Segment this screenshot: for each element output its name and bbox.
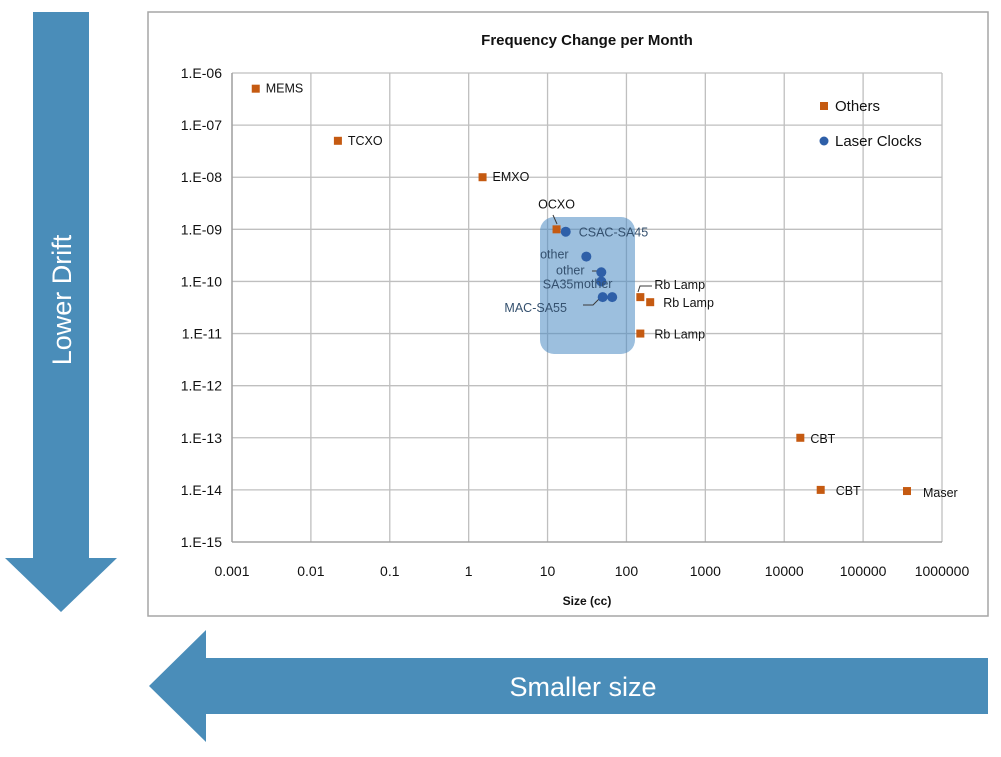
y-tick-label: 1.E-08 [181,169,222,185]
left-arrow-icon [149,630,988,742]
lower-drift-label: Lower Drift [47,234,77,365]
grid [231,72,943,543]
data-points [251,84,911,496]
x-tick-label: 0.1 [380,563,400,579]
x-tick-label: 100 [615,563,639,579]
point-label: other [556,263,585,277]
y-tick-label: 1.E-12 [181,378,222,394]
chart-title: Frequency Change per Month [481,32,693,49]
point-others [646,298,655,307]
point-laser-clock [596,267,607,278]
y-tick-label: 1.E-14 [181,482,222,498]
point-label: Rb Lamp [654,278,705,292]
lower-drift-arrow: Lower Drift [5,12,117,612]
point-others [636,329,645,338]
point-label: CBT [836,484,861,498]
point-label: OCXO [538,197,575,211]
x-axis-ticks: 0.001 0.01 0.1 1 10 100 1000 10000 100000 1000000 [214,563,969,579]
legend-marker-laser-clocks [819,136,829,146]
point-label: TCXO [348,134,383,148]
leader-line [552,214,558,225]
point-label: EMXO [493,170,530,184]
point-others [333,136,342,145]
legend-label-laser-clocks: Laser Clocks [835,133,922,150]
point-others [816,485,825,494]
point-label: other [584,277,613,291]
point-label: CSAC-SA45 [579,226,649,240]
point-laser-clock [607,292,618,303]
point-others [902,487,911,496]
legend: Others Laser Clocks [819,98,922,150]
point-label: CBT [810,432,835,446]
y-tick-label: 1.E-06 [181,65,222,81]
y-tick-label: 1.E-15 [181,534,222,550]
x-tick-label: 100000 [840,563,887,579]
x-tick-label: 1000 [690,563,721,579]
point-label: MEMS [266,82,304,96]
legend-label-others: Others [835,98,880,115]
point-laser-clock [560,226,571,237]
down-arrow-icon [5,12,117,612]
x-tick-label: 10000 [765,563,804,579]
data-labels: MEMS TCXO EMXO OCXO Rb Lamp Rb Lamp Rb Lamp CBT… [266,82,958,500]
x-tick-label: 1 [465,563,473,579]
x-tick-label: 0.01 [297,563,324,579]
point-others [251,84,260,93]
point-label: other [540,248,569,262]
point-laser-clock [597,292,608,303]
point-label: Maser [923,486,958,500]
leader-line [583,297,601,306]
legend-marker-others [820,102,828,110]
point-others [636,293,645,302]
point-label: Rb Lamp [663,296,714,310]
y-tick-label: 1.E-07 [181,117,222,133]
y-tick-label: 1.E-13 [181,430,222,446]
y-tick-label: 1.E-09 [181,221,222,237]
x-tick-label: 10 [540,563,556,579]
point-laser-clock [596,276,607,287]
highlight-region [540,217,635,354]
x-tick-label: 0.001 [214,563,249,579]
y-axis-ticks: 1.E-06 1.E-07 1.E-08 1.E-09 1.E-10 1.E-11 1.E-… [181,65,222,550]
point-laser-clock [581,251,592,262]
point-label: MAC-SA55 [504,301,567,315]
point-others [552,225,561,234]
x-axis-label: Size (cc) [563,594,612,608]
x-tick-label: 1000000 [915,563,970,579]
point-label: SA35m [543,277,584,291]
smaller-size-label: Smaller size [509,672,656,702]
point-others [478,173,487,182]
y-tick-label: 1.E-10 [181,273,222,289]
point-label: Rb Lamp [654,328,705,342]
point-others [796,433,805,442]
leader-line [637,285,652,293]
smaller-size-arrow: Smaller size [149,630,988,742]
y-tick-label: 1.E-11 [182,326,222,342]
